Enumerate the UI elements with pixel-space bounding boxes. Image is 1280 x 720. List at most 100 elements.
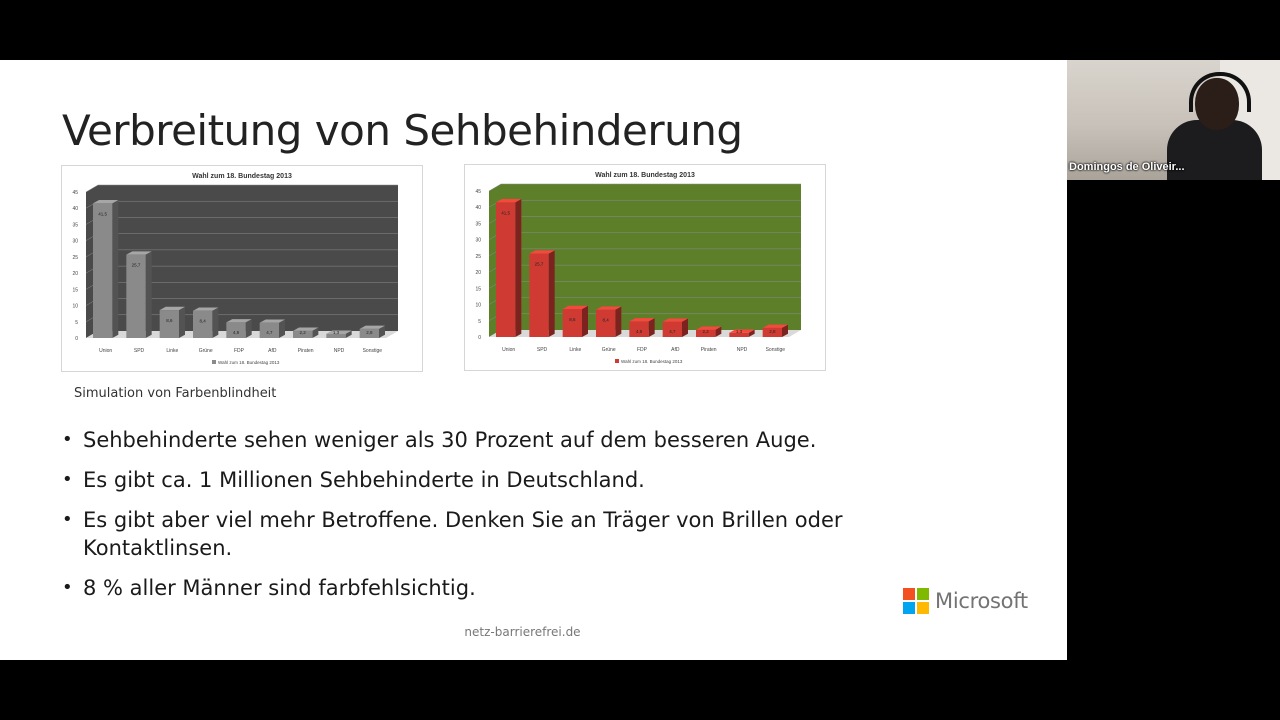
chart-bar-side — [782, 324, 788, 337]
chart-grayscale-svg: Wahl zum 18. Bundestag 2013 0 5 10 15 20 25 30 3… — [72, 173, 398, 365]
chart-x-tick-label: NPD — [334, 348, 345, 354]
chart-y-tick-label: 25 — [475, 254, 481, 260]
chart-data-label: 1,3 — [736, 329, 743, 334]
chart-bar-side — [648, 318, 655, 337]
chart-y-tick-label: 25 — [72, 255, 78, 261]
chart-data-label: 4,8 — [636, 329, 643, 334]
logo-square — [903, 588, 915, 600]
chart-y-tick-label: 30 — [72, 239, 78, 245]
chart-data-label: 8,6 — [166, 318, 173, 323]
chart-bar — [629, 321, 649, 337]
chart-plot-area — [489, 184, 801, 337]
microsoft-windows-icon — [903, 588, 929, 614]
participant-video-tile[interactable]: Domingos de Oliveir... — [1067, 60, 1280, 180]
chart-x-tick-label: Grüne — [199, 348, 213, 354]
chart-y-tick-label: 40 — [72, 206, 78, 212]
chart-data-label: 8,6 — [569, 317, 576, 322]
chart-x-tick-label: FDP — [637, 347, 648, 353]
chart-x-tick-label: Union — [99, 348, 112, 354]
chart-bar — [93, 203, 113, 338]
chart-y-tick-label: 45 — [475, 189, 481, 195]
chart-bar — [293, 330, 313, 338]
chart-y-tick-label: 0 — [478, 335, 481, 341]
chart-bar — [562, 309, 582, 337]
chart-x-tick-label: SPD — [537, 347, 548, 353]
microsoft-logo: Microsoft — [903, 588, 1028, 614]
chart-x-tick-label: AfD — [268, 348, 277, 354]
chart-y-tick-label: 20 — [475, 270, 481, 276]
chart-bar — [696, 329, 716, 337]
chart-bar-side — [548, 250, 555, 337]
chart-data-label: 4,7 — [669, 329, 676, 334]
chart-colorblind-svg: Wahl zum 18. Bundestag 2013 0 5 10 15 20 25 30 3… — [475, 172, 801, 364]
chart-bar-side — [715, 326, 722, 337]
chart-bar-side — [682, 318, 688, 337]
chart-bar-side — [582, 305, 588, 337]
chart-bar-side — [515, 199, 522, 337]
chart-bar-side — [345, 330, 352, 338]
chart-bar-top — [359, 325, 385, 329]
chart-bar-top — [596, 306, 622, 310]
chart-y-tick-label: 35 — [475, 221, 481, 227]
chart-bar-side — [212, 307, 219, 338]
chart-x-tick-label: Linke — [569, 347, 581, 353]
chart-bar — [496, 202, 516, 337]
chart-data-label: 2,2 — [703, 329, 710, 334]
chart-bar-top — [159, 306, 185, 311]
chart-legend-label: Wahl zum 18. Bundestag 2013 — [621, 359, 683, 364]
chart-bar-top — [696, 326, 722, 330]
chart-legend-label: Wahl zum 18. Bundestag 2013 — [218, 360, 280, 365]
microsoft-logo-text: Microsoft — [935, 589, 1028, 613]
chart-data-label: 25,7 — [132, 263, 141, 268]
chart-bar — [159, 310, 179, 338]
slide-footer: netz-barrierefrei.de — [464, 625, 581, 639]
chart-bar-top — [729, 329, 755, 333]
chart-y-tick-label: 5 — [478, 319, 481, 325]
chart-data-label: 2,8 — [769, 329, 776, 334]
chart-legend-swatch — [615, 359, 619, 363]
chart-bar-top — [93, 200, 119, 204]
chart-bar — [662, 321, 682, 337]
chart-data-label: 41,5 — [98, 211, 107, 216]
chart-y-tick-label: 40 — [475, 205, 481, 211]
chart-x-tick-label: SPD — [134, 348, 145, 354]
chart-bar-top — [562, 305, 588, 310]
bullet-item: Sehbehinderte sehen weniger als 30 Proze… — [62, 426, 922, 454]
chart-bar-top — [293, 327, 319, 331]
chart-bar — [193, 310, 213, 338]
chart-x-tick-label: Grüne — [602, 347, 616, 353]
chart-bar-top — [662, 318, 688, 322]
chart-bar — [729, 332, 749, 337]
chart-bar — [529, 253, 549, 337]
chart-bar-top — [193, 307, 219, 311]
headset-icon — [1189, 72, 1251, 112]
chart-data-label: 2,2 — [300, 330, 307, 335]
chart-bar — [259, 322, 279, 338]
chart-data-label: 1,3 — [333, 330, 340, 335]
chart-x-tick-label: Sonstige — [766, 347, 786, 353]
chart-bar — [326, 333, 346, 338]
chart-data-label: 41,5 — [501, 210, 510, 215]
chart-y-tick-label: 15 — [72, 287, 78, 293]
chart-bar-side — [615, 306, 622, 337]
chart-colorblind: Wahl zum 18. Bundestag 2013 0 5 10 15 20 25 30 3… — [464, 164, 826, 371]
chart-bar-top — [226, 319, 252, 323]
chart-y-tick-label: 10 — [72, 304, 78, 310]
logo-square — [903, 602, 915, 614]
chart-y-tick-label: 10 — [475, 303, 481, 309]
chart-y-tick-label: 15 — [475, 286, 481, 292]
chart-bar-top — [326, 330, 352, 334]
chart-y-tick-label: 35 — [72, 222, 78, 228]
chart-data-label: 2,8 — [366, 330, 373, 335]
bullet-item: Es gibt ca. 1 Millionen Sehbehinderte in… — [62, 466, 922, 494]
chart-data-label: 8,4 — [603, 318, 610, 323]
chart-x-tick-label: Union — [502, 347, 515, 353]
chart-bar-top — [629, 318, 655, 322]
chart-title: Wahl zum 18. Bundestag 2013 — [595, 172, 695, 179]
chart-x-tick-label: FDP — [234, 348, 245, 354]
chart-bar-side — [748, 329, 755, 337]
logo-square — [917, 602, 929, 614]
bullet-item: 8 % aller Männer sind farbfehlsichtig. — [62, 574, 922, 602]
chart-data-label: 25,7 — [535, 262, 544, 267]
chart-y-tick-label: 5 — [75, 320, 78, 326]
